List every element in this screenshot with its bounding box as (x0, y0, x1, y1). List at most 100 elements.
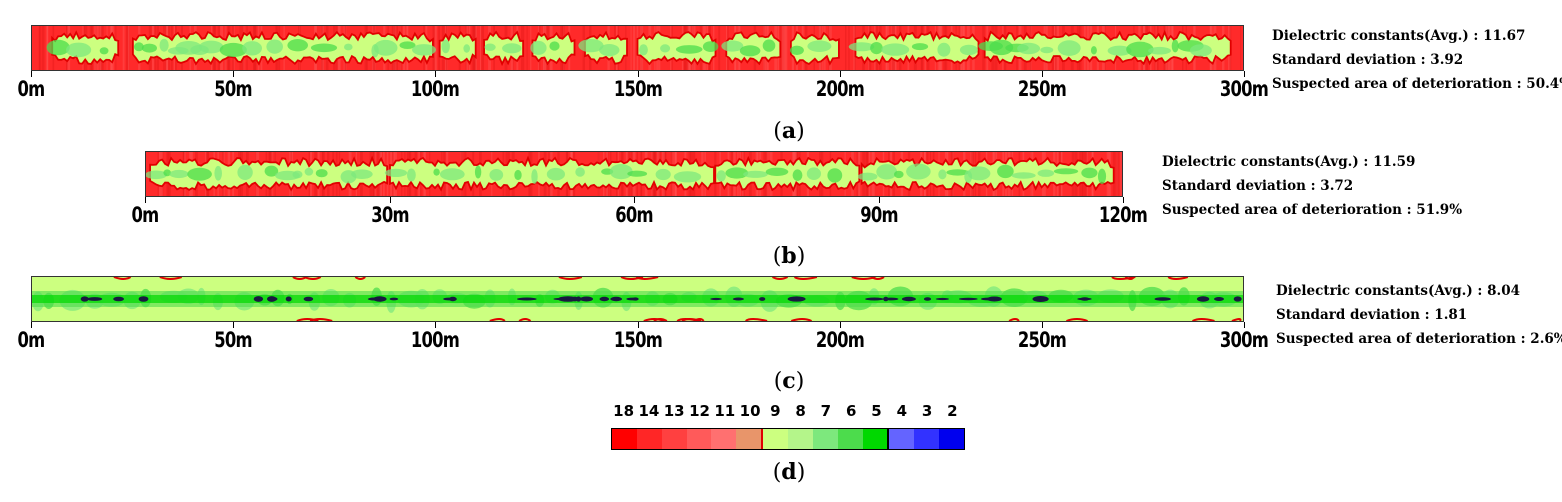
texture-streak (126, 26, 128, 70)
sound-region (438, 31, 477, 66)
sound-core (351, 169, 373, 179)
sound-core (806, 167, 822, 180)
x-tick (1244, 71, 1245, 77)
legend-value: 10 (739, 402, 761, 420)
sound-core (702, 41, 719, 52)
sound-core (531, 169, 538, 184)
void-spot (575, 296, 582, 302)
x-tick (878, 197, 880, 203)
sound-core (743, 170, 768, 178)
sound-core (441, 39, 450, 54)
texture-streak (785, 26, 788, 70)
sound-core (439, 168, 465, 181)
panel-label-c: (c) (773, 368, 805, 394)
sound-core (163, 169, 171, 177)
void-spot (580, 296, 593, 302)
sound-core (99, 47, 109, 55)
edge-mark (693, 318, 705, 321)
sound-core (739, 45, 761, 57)
sound-core (660, 44, 671, 53)
void-spot (980, 297, 996, 301)
x-tick-label: 200m (815, 77, 865, 101)
void-spot (923, 297, 932, 301)
x-tick-label: 300m (1219, 77, 1269, 101)
void-spot (865, 297, 884, 301)
sound-core (876, 164, 898, 180)
sound-core (881, 43, 910, 56)
sound-core (310, 43, 338, 53)
void-spot (632, 297, 639, 301)
void-spot (253, 296, 264, 302)
sound-core (169, 169, 189, 179)
x-tick (839, 322, 841, 328)
stat-dielectric-a: Dielectric constants(Avg.) : 11.67 (1272, 28, 1526, 44)
legend-value: 18 (613, 402, 635, 420)
panel-label-a: (a) (773, 118, 805, 144)
legend-labels: 18 14 13 12 11 10 9 8 7 6 5 4 3 2 (611, 402, 965, 424)
void-spot (389, 297, 399, 301)
x-tick-label: 0m (17, 77, 46, 101)
heatmap-strip-a (31, 25, 1244, 71)
sound-core (765, 167, 789, 176)
x-tick-label: 150m (613, 77, 662, 101)
sound-core (474, 165, 482, 179)
x-tick-label: 150m (613, 328, 662, 352)
x-tick (389, 197, 391, 203)
sound-core (46, 39, 70, 56)
x-tick (1041, 71, 1043, 77)
void-spot (303, 296, 314, 302)
sound-core (894, 170, 904, 179)
legend-value: 7 (820, 402, 832, 420)
x-tick-label: 50m (214, 77, 252, 101)
void-spot (1233, 296, 1242, 302)
sound-core (599, 44, 620, 57)
texture-streak (848, 26, 850, 70)
legend-value: 11 (714, 402, 736, 420)
heatmap-svg-2 (32, 277, 1243, 321)
sound-core (407, 168, 416, 182)
heatmap-strip-c (31, 276, 1244, 322)
legend-value: 9 (770, 402, 781, 420)
sound-core (578, 39, 604, 53)
heatmap-svg-0 (32, 26, 1243, 70)
sound-core (639, 44, 648, 56)
sound-core (906, 163, 931, 180)
sound-core (1057, 40, 1081, 56)
stat-deterioration-a: Suspected area of deterioration : 50.4% (1272, 76, 1562, 92)
x-tick (634, 197, 635, 203)
x-tick-label: 0m (131, 203, 160, 227)
texture-streak (845, 26, 847, 70)
edge-mark (489, 318, 506, 321)
sound-core (141, 43, 157, 53)
edge-mark (620, 277, 644, 280)
edge-mark (1231, 318, 1242, 321)
panel-label-b: (b) (772, 243, 806, 269)
x-tick (145, 197, 146, 203)
void-spot (759, 297, 766, 301)
edge-mark (558, 277, 583, 280)
heatmap-svg-1 (146, 152, 1122, 196)
legend-swatch (862, 429, 888, 449)
legend-swatch (686, 429, 712, 449)
edge-mark (772, 277, 789, 280)
sound-core (792, 169, 803, 181)
edge-mark (793, 277, 818, 280)
sound-core (344, 43, 353, 51)
sound-core (546, 167, 565, 181)
sound-core (721, 40, 744, 52)
legend-value: 8 (795, 402, 806, 420)
legend-value: 4 (896, 402, 908, 420)
edge-mark (653, 318, 668, 321)
void-spot (80, 296, 89, 302)
void-spot (267, 296, 278, 302)
sound-core (1171, 39, 1179, 53)
legend-swatch (939, 429, 965, 449)
stat-stddev-a: Standard deviation : 3.92 (1272, 52, 1464, 68)
sound-core (946, 169, 969, 176)
void-spot (558, 296, 578, 302)
legend-swatch (612, 429, 637, 449)
sound-core (1081, 167, 1098, 179)
sound-core (997, 164, 1014, 179)
edge-mark (643, 318, 665, 321)
sound-core (484, 43, 496, 51)
